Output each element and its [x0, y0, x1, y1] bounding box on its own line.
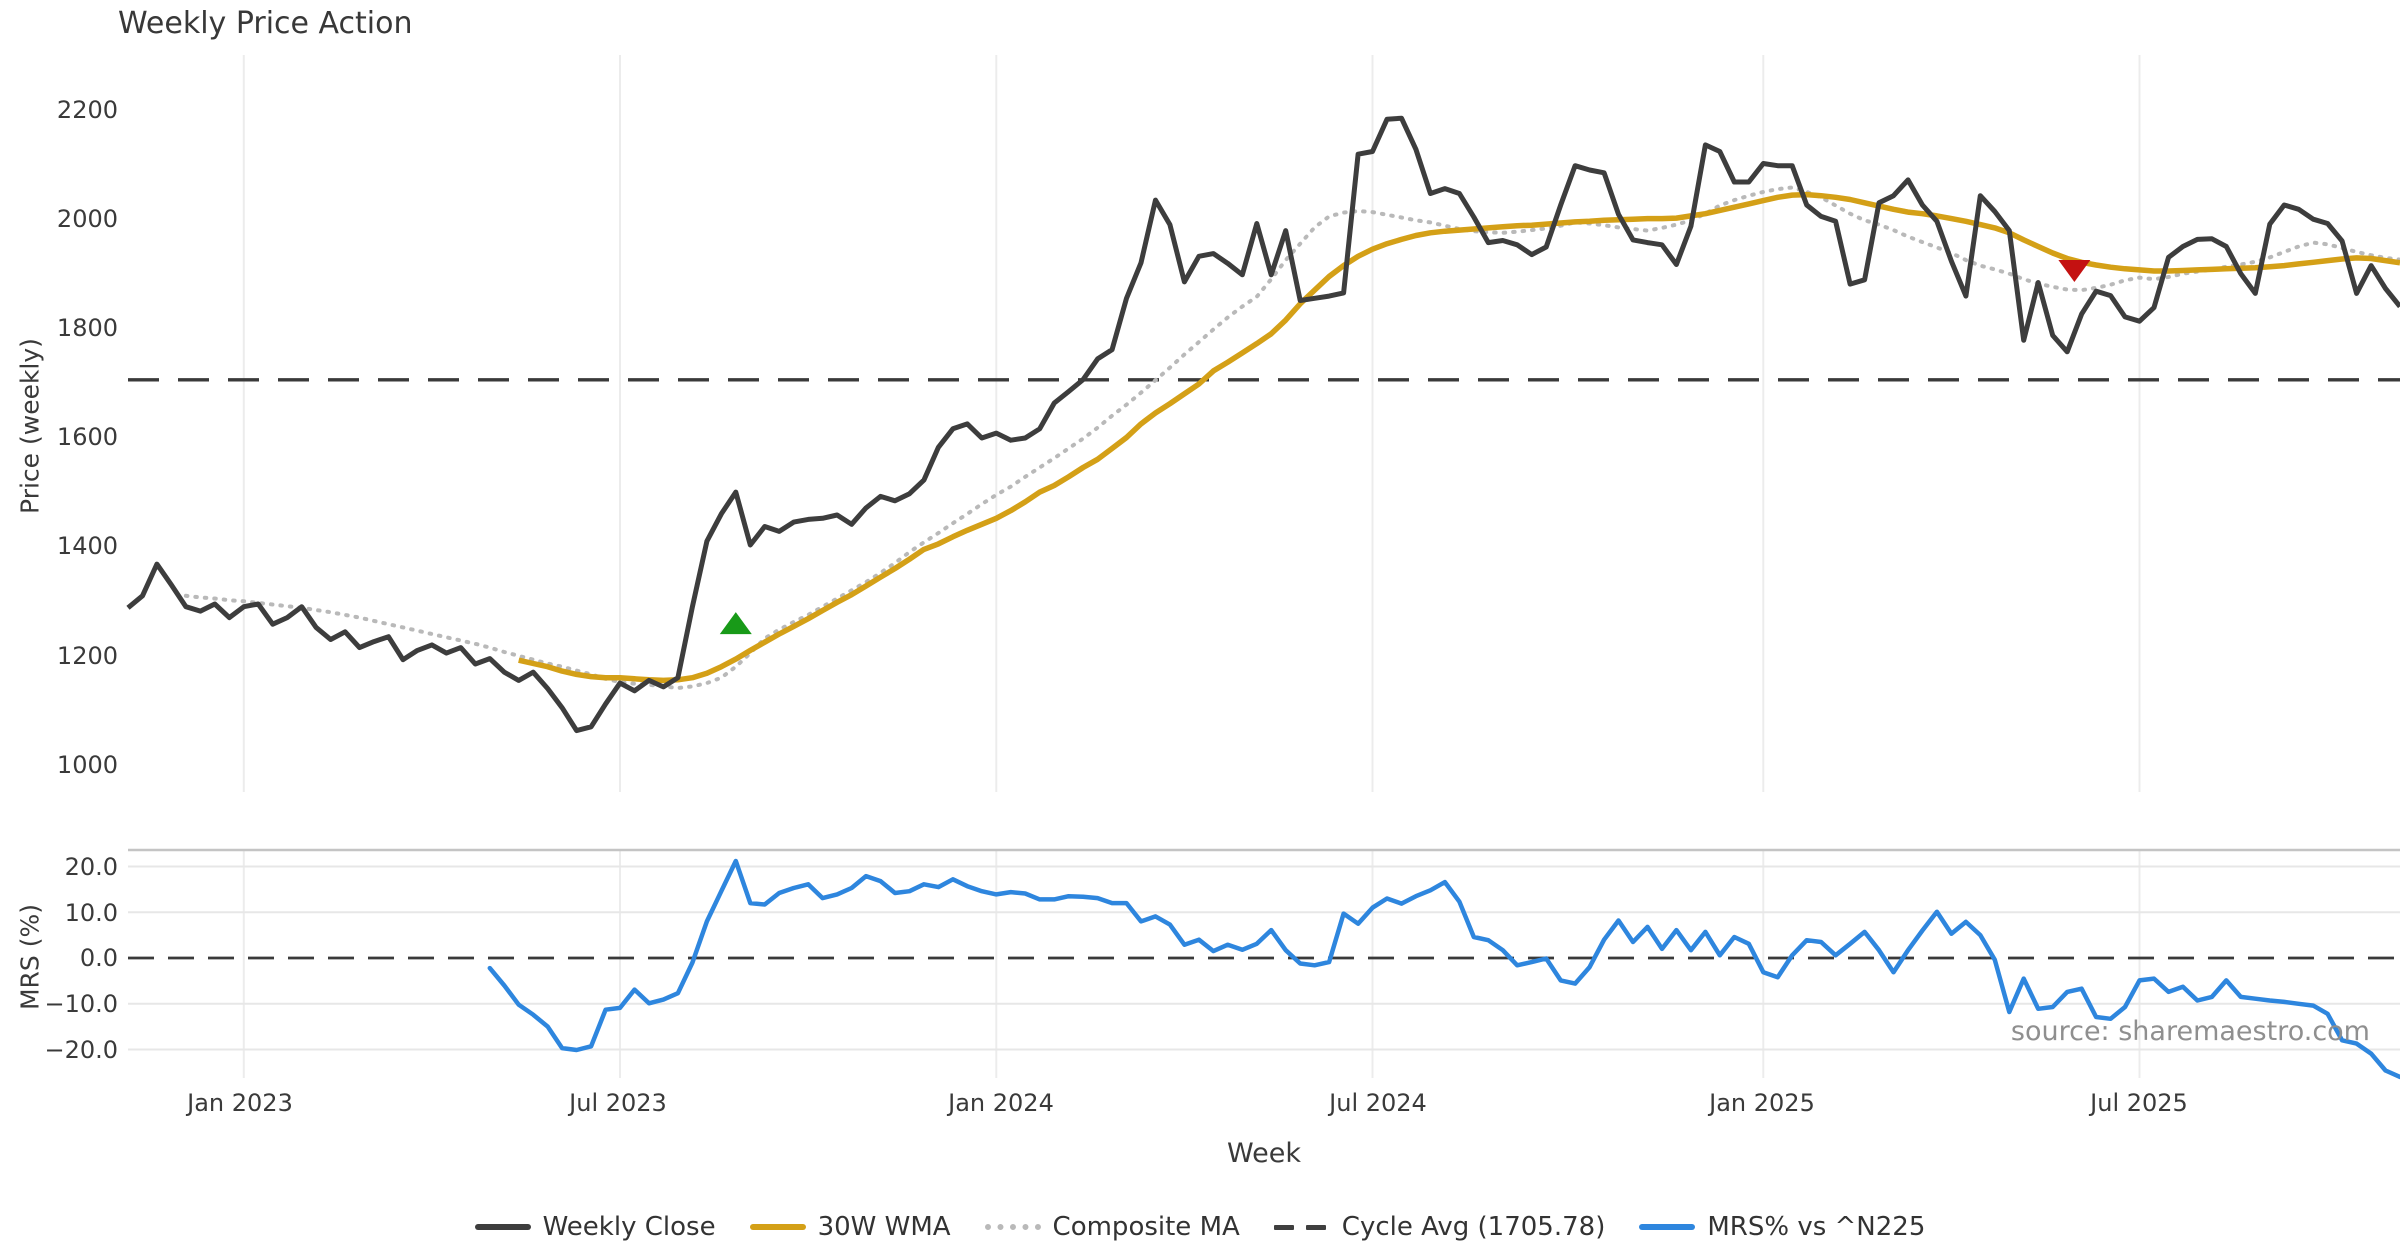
composite-line-swatch-icon: [984, 1224, 1041, 1230]
legend-label: Weekly Close: [542, 1212, 716, 1242]
mrs-tick-0: 0.0: [79, 944, 118, 972]
price-tick-1800: 1800: [56, 314, 118, 342]
price-tick-2200: 2200: [56, 96, 118, 124]
legend-item-composite: Composite MA: [984, 1212, 1240, 1242]
buy-signal-marker-icon: [719, 612, 752, 635]
mrs-axis-label: MRS (%): [15, 903, 45, 1011]
price-axis-label: Price (weekly): [15, 338, 45, 514]
mrs-tick-20: 20.0: [64, 853, 118, 881]
legend: Weekly Close 30W WMA Composite MA Cycle …: [0, 1212, 2400, 1242]
price-tick-2000: 2000: [56, 205, 118, 233]
legend-label: 30W WMA: [817, 1212, 951, 1242]
legend-label: MRS% vs ^N225: [1707, 1212, 1926, 1242]
wma-line: [518, 191, 2400, 684]
mrs-tick-10: 10.0: [64, 899, 118, 927]
x-tick-jan-2023: Jan 2023: [187, 1089, 293, 1117]
wma-line-swatch-icon: [749, 1224, 806, 1230]
legend-item-weekly-close: Weekly Close: [474, 1212, 716, 1242]
x-tick-jul-2024: Jul 2024: [1329, 1089, 1427, 1117]
x-tick-jul-2023: Jul 2023: [569, 1089, 667, 1117]
sell-signal-marker-icon: [2058, 260, 2091, 283]
price-tick-1000: 1000: [56, 751, 118, 779]
legend-item-wma: 30W WMA: [749, 1212, 951, 1242]
weekly-close-line: [126, 115, 2400, 734]
price-tick-1400: 1400: [56, 532, 118, 560]
x-tick-jan-2025: Jan 2025: [1709, 1089, 1815, 1117]
mrs-tick-neg20: −20.0: [44, 1036, 118, 1064]
mrs-line: [487, 858, 2400, 1080]
price-tick-1600: 1600: [56, 423, 118, 451]
cycle-avg-line-swatch-icon: [1273, 1224, 1330, 1230]
mrs-line-swatch-icon: [1639, 1224, 1696, 1230]
composite-ma-line: [183, 185, 2400, 690]
legend-item-cycle-avg: Cycle Avg (1705.78): [1273, 1212, 1606, 1242]
price-tick-1200: 1200: [56, 642, 118, 670]
x-tick-jul-2025: Jul 2025: [2090, 1089, 2188, 1117]
x-axis-title: Week: [1227, 1138, 1301, 1169]
legend-item-mrs: MRS% vs ^N225: [1639, 1212, 1925, 1242]
x-tick-jan-2024: Jan 2024: [948, 1089, 1054, 1117]
mrs-tick-neg10: −10.0: [44, 990, 118, 1018]
weekly-close-line-swatch-icon: [474, 1224, 531, 1230]
chart-title: Weekly Price Action: [118, 6, 413, 41]
legend-label: Composite MA: [1052, 1212, 1240, 1242]
legend-label: Cycle Avg (1705.78): [1341, 1212, 1606, 1242]
source-note: source: sharemaestro.com: [2010, 1016, 2370, 1047]
